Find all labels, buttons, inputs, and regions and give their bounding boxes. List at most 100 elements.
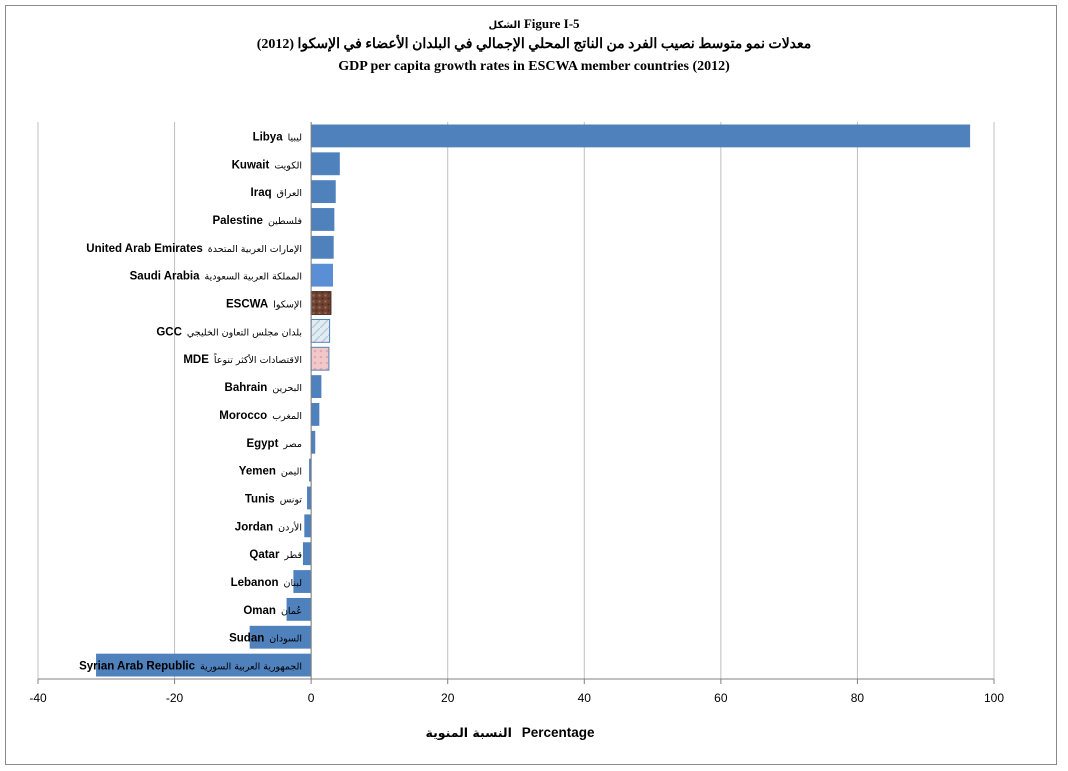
bar-kuwait	[311, 152, 340, 176]
bar-united-arab-emirates	[311, 235, 334, 259]
x-tick-label: -40	[29, 691, 47, 705]
x-tick-label: 80	[851, 691, 865, 705]
category-label-morocco: Morocco المغرب	[219, 410, 302, 422]
category-label-en: Oman	[243, 605, 276, 617]
category-label-en: Libya	[253, 131, 284, 143]
bars	[96, 124, 971, 677]
bar-morocco	[311, 403, 320, 426]
category-label-libya: Libya ليبيا	[253, 131, 302, 143]
category-label-ar: اليمن	[281, 467, 302, 478]
category-label-tunis: Tunis تونس	[245, 493, 302, 505]
category-label-ar: الأردن	[278, 521, 302, 533]
category-label-en: Kuwait	[232, 159, 270, 171]
category-label-en: Bahrain	[225, 382, 268, 394]
bar-sudan	[249, 625, 312, 649]
bar-lebanon	[293, 570, 312, 593]
category-label-ar: العراق	[277, 188, 302, 199]
category-label-ar: المملكة العربية السعودية	[205, 272, 302, 283]
category-label-palestine: Palestine فلسطين	[212, 215, 302, 227]
category-label-ar: بلدان مجلس التعاون الخليجي	[187, 327, 302, 338]
category-label-ar: المغرب	[272, 411, 302, 422]
category-label-ar: البحرين	[272, 383, 302, 394]
x-tick-label: 100	[984, 691, 1004, 705]
category-label-jordan: Jordan الأردن	[235, 521, 302, 533]
category-label-en: MDE	[183, 354, 209, 366]
x-axis: -40 -20 0 20 40 60 80 100	[29, 122, 1004, 705]
category-label-ar: لبنان	[284, 578, 303, 589]
chart-title-arabic: معدلات نمو متوسط نصيب الفرد من الناتج ال…	[256, 37, 812, 52]
category-label-oman: Oman عُمان	[243, 605, 302, 617]
category-label-kuwait: Kuwait الكويت	[232, 159, 302, 171]
category-label-ar: تونس	[280, 494, 303, 505]
category-label-en: Lebanon	[231, 577, 279, 589]
bar-mde	[310, 346, 330, 371]
category-label-united-arab-emirates: United Arab Emirates الإمارات العربية الم…	[86, 243, 302, 255]
bar-iraq	[311, 180, 336, 204]
bar-qatar	[302, 542, 312, 566]
figure-label-arabic: الشكل	[488, 20, 521, 31]
bar-libya	[311, 124, 971, 148]
category-label-en: Tunis	[245, 493, 275, 505]
category-label-ar: الإسكوا	[273, 300, 302, 311]
bar-oman	[286, 597, 312, 621]
category-label-ar: ليبيا	[288, 132, 302, 143]
category-label-ar: الكويت	[274, 160, 302, 171]
category-label-en: Saudi Arabia	[130, 271, 200, 283]
category-label-en: Sudan	[229, 633, 264, 645]
x-axis-title-english: Percentage	[522, 725, 595, 740]
category-label-en: Qatar	[249, 549, 280, 561]
category-label-mde: MDE الاقتصادات الأكثر تنوعاً	[183, 353, 302, 366]
category-label-ar: الإمارات العربية المتحدة	[208, 244, 302, 255]
category-label-yemen: Yemen اليمن	[239, 466, 302, 478]
category-label-escwa: ESCWA الإسكوا	[226, 299, 302, 311]
bar-tunis	[307, 486, 312, 510]
category-label-en: United Arab Emirates	[86, 243, 203, 255]
x-tick-label: 40	[578, 691, 592, 705]
bar-jordan	[304, 514, 312, 538]
figure-label-english: Figure I-5	[523, 16, 580, 31]
gridlines	[37, 122, 995, 679]
category-label-ar: السودان	[269, 634, 302, 645]
x-tick-label: -20	[166, 691, 184, 705]
bar-syrian-arab-republic	[96, 653, 312, 677]
bar-gcc	[310, 318, 331, 343]
category-label-ar: الجمهورية العربية السورية	[200, 662, 302, 673]
x-tick-label: 60	[714, 691, 728, 705]
category-label-lebanon: Lebanon لبنان	[231, 577, 302, 589]
category-label-en: Yemen	[239, 466, 276, 478]
category-label-bahrain: Bahrain البحرين	[225, 382, 302, 394]
category-label-qatar: Qatar قطر	[249, 549, 302, 561]
chart-title-english: GDP per capita growth rates in ESCWA mem…	[338, 59, 730, 74]
category-label-iraq: Iraq العراق	[251, 187, 302, 199]
category-label-en: ESCWA	[226, 299, 268, 311]
category-label-en: Iraq	[251, 187, 272, 199]
bar-bahrain	[311, 375, 322, 398]
category-labels: Libya ليبيا Kuwait الكويت Iraq العراق Palestin…	[79, 131, 302, 672]
category-label-en: Morocco	[219, 410, 267, 422]
category-label-en: Egypt	[246, 438, 278, 450]
bar-egypt	[311, 430, 316, 454]
category-label-ar: عُمان	[281, 606, 302, 617]
bar-saudi-arabia	[311, 263, 333, 287]
category-label-syrian-arab-republic: Syrian Arab Republic الجمهورية العربية ال…	[79, 661, 302, 673]
category-label-en: Palestine	[212, 215, 263, 227]
category-label-en: Jordan	[235, 521, 273, 533]
category-label-en: Syrian Arab Republic	[79, 661, 195, 673]
category-label-ar: فلسطين	[268, 216, 302, 227]
category-label-ar: الاقتصادات الأكثر تنوعاً	[214, 353, 302, 366]
category-label-egypt: Egypt مصر	[246, 438, 302, 450]
x-axis-title: النسبة المنوية Percentage	[426, 725, 595, 740]
figure-label: الشكل Figure I-5	[0, 16, 1068, 32]
category-label-en: GCC	[156, 326, 182, 338]
bar-palestine	[311, 208, 335, 231]
x-tick-label: 0	[308, 691, 315, 705]
bar-yemen	[309, 458, 312, 482]
category-label-gcc: GCC بلدان مجلس التعاون الخليجي	[156, 326, 302, 338]
category-label-sudan: Sudan السودان	[229, 633, 302, 645]
x-axis-title-arabic: النسبة المنوية	[426, 725, 512, 740]
category-label-saudi-arabia: Saudi Arabia المملكة العربية السعودية	[130, 271, 302, 283]
bar-escwa	[310, 291, 332, 315]
category-label-ar: مصر	[282, 439, 302, 450]
x-tick-label: 20	[441, 691, 455, 705]
